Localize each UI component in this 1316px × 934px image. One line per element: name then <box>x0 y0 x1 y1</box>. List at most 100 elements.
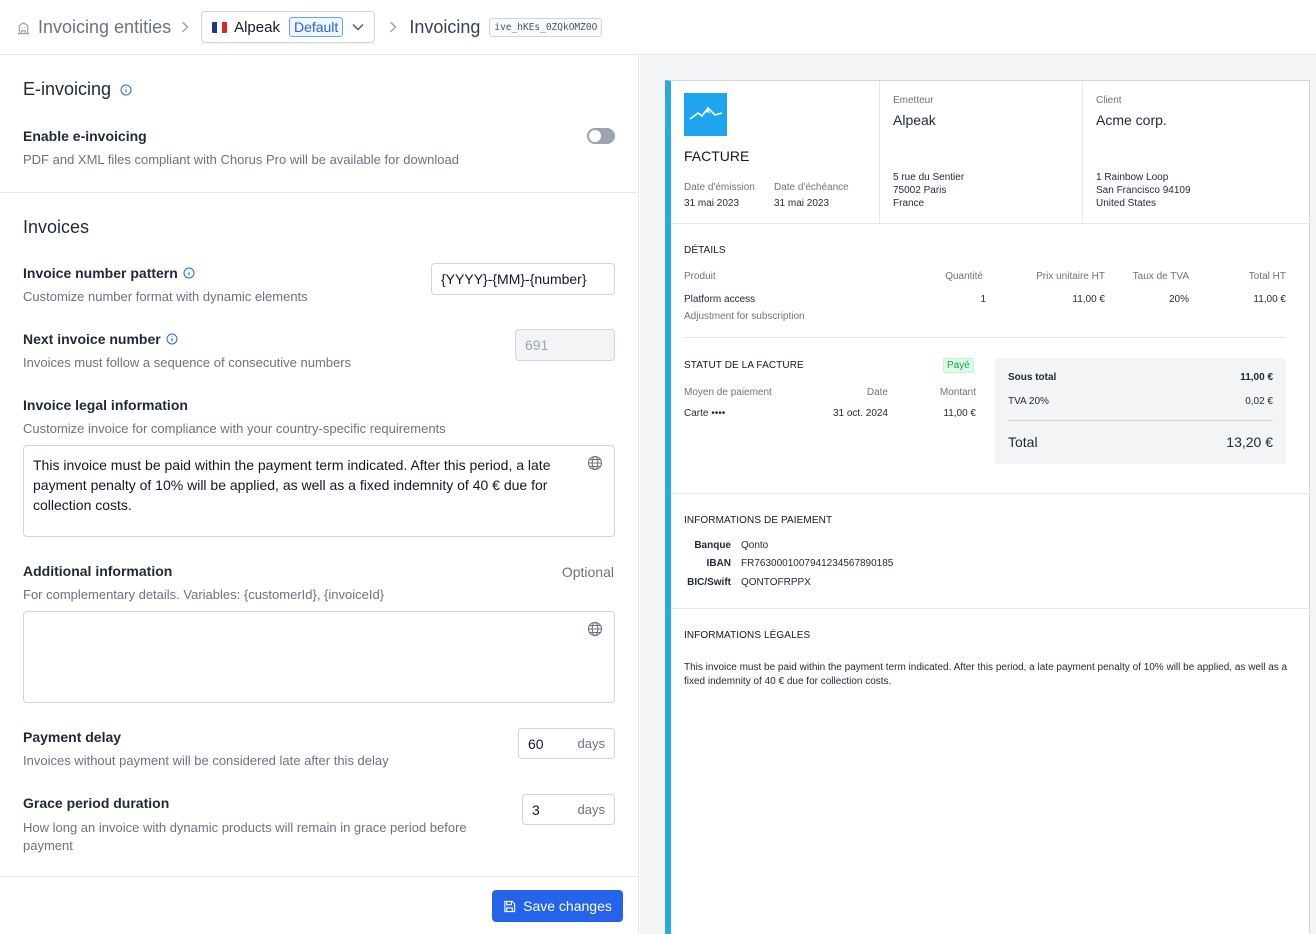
globe-icon[interactable] <box>587 621 603 637</box>
info-icon[interactable] <box>120 84 132 96</box>
bic-label: BIC/Swift <box>687 577 731 588</box>
bic-value: QONTOFRPPX <box>741 577 811 588</box>
legal-info-label: Invoice legal information <box>23 397 188 413</box>
enable-einvoicing-desc: PDF and XML files compliant with Chorus … <box>23 152 459 167</box>
entity-select[interactable]: Alpeak Default <box>201 11 376 43</box>
invoices-section-title: Invoices <box>23 217 90 237</box>
grace-period-unit: days <box>577 802 605 817</box>
iban-label: IBAN <box>706 558 731 569</box>
globe-icon[interactable] <box>587 455 603 471</box>
invoice-preview-panel: FACTURE Date d'émission 31 mai 2023 Date… <box>640 55 1316 934</box>
additional-info-textarea[interactable] <box>23 611 615 703</box>
grace-period-label: Grace period duration <box>23 795 170 811</box>
einvoicing-section-title: E-invoicing <box>23 79 132 100</box>
grace-period-input[interactable]: 3 days <box>522 794 615 825</box>
optional-tag: Optional <box>561 564 614 580</box>
column-divider <box>1082 81 1083 223</box>
payinfo-title: INFORMATIONS DE PAIEMENT <box>684 515 833 526</box>
legal-title: INFORMATIONS LÉGALES <box>684 630 811 641</box>
building-icon <box>17 21 30 34</box>
issuer-address-2: 75002 Paris <box>893 185 947 196</box>
enable-einvoicing-label: Enable e-invoicing <box>23 128 147 144</box>
entity-name: Alpeak <box>234 18 280 36</box>
save-changes-button[interactable]: Save changes <box>492 890 623 922</box>
next-number-input: 691 <box>515 329 615 361</box>
client-address-2: San Francisco 94109 <box>1096 185 1191 196</box>
info-icon[interactable] <box>183 267 195 279</box>
additional-info-desc: For complementary details. Variables: {c… <box>23 587 385 602</box>
payment-delay-desc: Invoices without payment will be conside… <box>23 753 389 768</box>
legal-text: This invoice must be paid within the pay… <box>684 662 1288 687</box>
next-number-label: Next invoice number <box>23 331 178 347</box>
issuer-label: Emetteur <box>893 95 934 106</box>
pay-date: 31 oct. 2024 <box>832 408 888 419</box>
legal-info-text: This invoice must be paid within the pay… <box>33 457 551 513</box>
pay-amount: 11,00 € <box>943 408 976 419</box>
invoice-document: FACTURE Date d'émission 31 mai 2023 Date… <box>665 80 1310 934</box>
payment-delay-unit: days <box>577 736 605 751</box>
divider <box>684 337 1286 338</box>
payment-delay-value: 60 <box>528 735 544 752</box>
col-vat-rate: Taux de TVA <box>1132 271 1189 282</box>
breadcrumb-invoicing-entities[interactable]: Invoicing entities <box>16 17 171 38</box>
col-unit-price: Prix unitaire HT <box>1036 271 1105 282</box>
chevron-right-icon <box>181 21 189 33</box>
next-number-desc: Invoices must follow a sequence of conse… <box>23 355 352 370</box>
grace-period-desc: How long an invoice with dynamic product… <box>23 820 467 853</box>
divider <box>671 608 1310 609</box>
client-name: Acme corp. <box>1096 112 1167 128</box>
issuer-name: Alpeak <box>893 112 936 128</box>
chevron-right-icon <box>389 21 397 33</box>
col-quantity: Quantité <box>945 271 983 282</box>
top-header: Invoicing entities Alpeak Default Invoic… <box>0 0 1316 55</box>
vat-label: TVA 20% <box>1008 396 1049 407</box>
number-pattern-input[interactable]: {YYYY}-{MM}-{number} <box>431 263 615 295</box>
settings-panel: E-invoicing Enable e-invoicing PDF and X… <box>0 55 639 934</box>
legal-info-textarea[interactable]: This invoice must be paid within the pay… <box>23 445 615 537</box>
col-product: Produit <box>684 271 716 282</box>
line-vat-rate: 20% <box>1168 294 1189 305</box>
section-divider <box>0 192 639 193</box>
page-id-tag[interactable]: ive_hKEs_0ZQkOMZ0O <box>489 17 603 37</box>
pay-col-method: Moyen de paiement <box>684 387 772 398</box>
footer-divider <box>0 876 639 877</box>
issue-date-label: Date d'émission <box>684 182 755 193</box>
total-value: 13,20 € <box>1226 434 1273 450</box>
client-address-3: United States <box>1096 198 1157 209</box>
paid-badge: Payé <box>943 358 974 373</box>
next-number-label-text: Next invoice number <box>23 331 161 347</box>
save-changes-label: Save changes <box>523 898 612 914</box>
divider <box>671 493 1310 494</box>
number-pattern-label: Invoice number pattern <box>23 265 195 281</box>
pay-col-amount: Montant <box>939 387 976 398</box>
pay-method: Carte •••• <box>684 408 726 419</box>
line-subtitle: Adjustment for subscription <box>684 311 805 322</box>
flag-fr-icon <box>212 21 228 33</box>
totals-box: Sous total 11,00 € TVA 20% 0,02 € Total … <box>995 358 1286 464</box>
default-badge: Default <box>288 17 344 37</box>
bank-label: Banque <box>694 540 731 551</box>
company-logo <box>684 93 727 136</box>
info-icon[interactable] <box>166 333 178 345</box>
divider <box>671 223 1310 224</box>
einvoicing-toggle[interactable] <box>587 128 615 144</box>
payment-delay-label: Payment delay <box>23 729 122 745</box>
pay-col-date: Date <box>866 387 888 398</box>
grace-period-value: 3 <box>532 801 540 818</box>
due-date-label: Date d'échéance <box>774 182 849 193</box>
due-date: 31 mai 2023 <box>774 198 830 209</box>
details-title: DÉTAILS <box>684 245 726 256</box>
col-total: Total HT <box>1248 271 1286 282</box>
bank-value: Qonto <box>741 540 769 551</box>
einvoicing-title-text: E-invoicing <box>23 79 112 99</box>
payment-delay-input[interactable]: 60 days <box>518 728 615 759</box>
invoice-doc-title: FACTURE <box>684 148 750 164</box>
client-address-1: 1 Rainbow Loop <box>1096 172 1169 183</box>
number-pattern-label-text: Invoice number pattern <box>23 265 178 281</box>
chevron-down-icon <box>352 23 364 31</box>
total-label: Total <box>1008 434 1038 450</box>
page-title: Invoicing <box>409 16 481 37</box>
subtotal-label: Sous total <box>1008 372 1057 383</box>
line-quantity: 1 <box>980 294 986 305</box>
line-total: 11,00 € <box>1253 294 1286 305</box>
